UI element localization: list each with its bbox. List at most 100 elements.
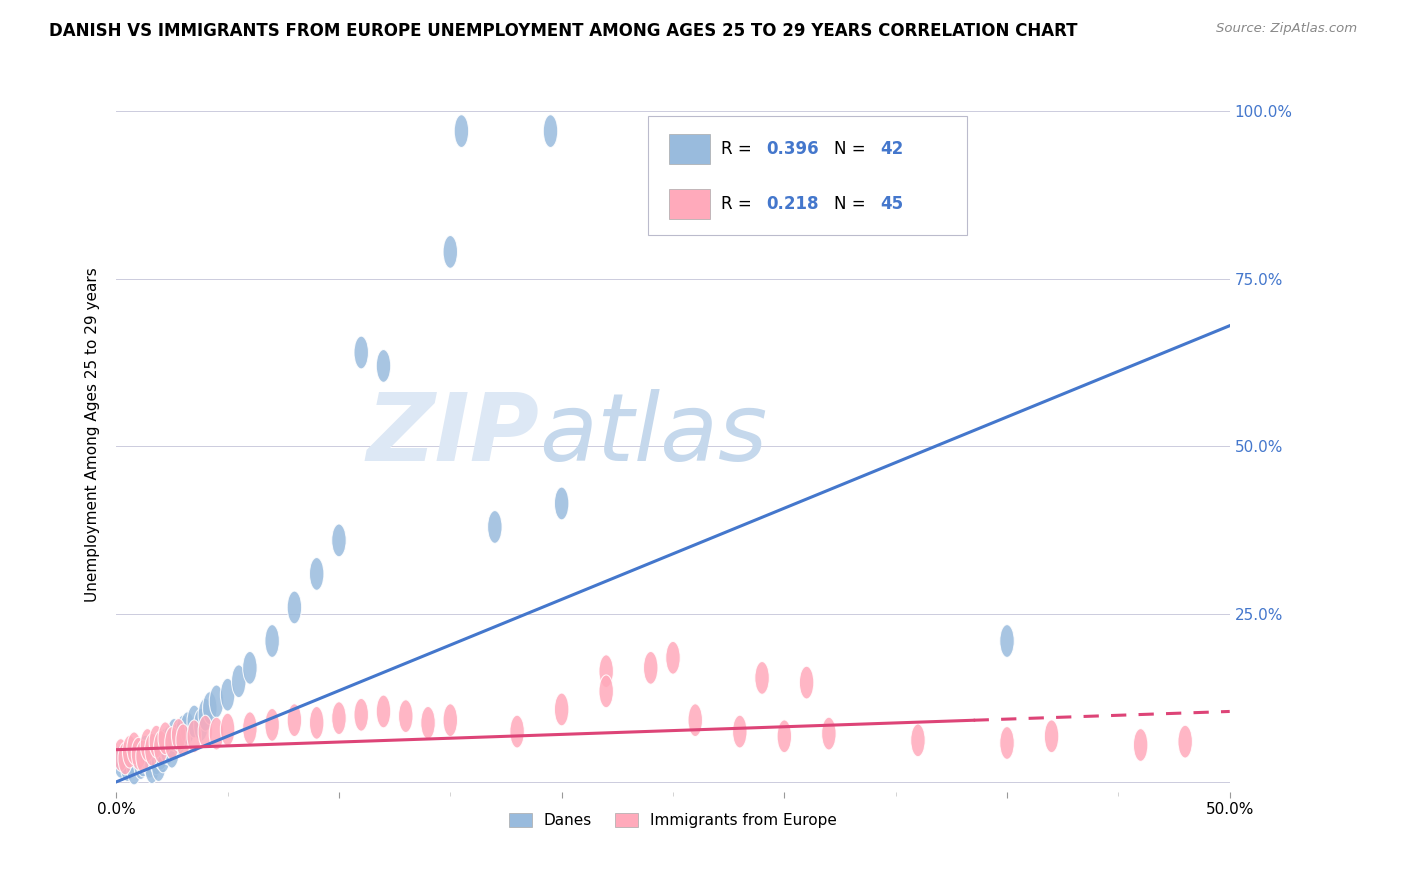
Ellipse shape [145,751,159,783]
Ellipse shape [554,487,569,520]
Text: R =: R = [721,140,758,158]
Ellipse shape [131,738,146,770]
Ellipse shape [488,510,502,543]
Ellipse shape [138,735,152,768]
Ellipse shape [554,693,569,726]
Ellipse shape [156,740,170,772]
Ellipse shape [202,691,217,724]
Ellipse shape [141,740,155,772]
Ellipse shape [146,733,162,766]
Ellipse shape [142,746,157,778]
Ellipse shape [120,748,135,781]
Ellipse shape [114,739,128,772]
Ellipse shape [232,665,246,698]
Ellipse shape [209,717,224,750]
Ellipse shape [221,678,235,711]
Ellipse shape [800,666,814,699]
Ellipse shape [354,698,368,731]
Ellipse shape [1000,624,1014,657]
Ellipse shape [149,742,163,775]
Ellipse shape [198,698,212,731]
Ellipse shape [187,705,201,738]
Text: N =: N = [834,140,870,158]
Ellipse shape [127,752,142,785]
Ellipse shape [510,715,524,748]
Text: N =: N = [834,194,870,213]
Ellipse shape [153,738,169,770]
Ellipse shape [163,725,177,758]
Ellipse shape [153,731,169,764]
Ellipse shape [165,727,179,759]
Ellipse shape [172,719,186,751]
Ellipse shape [354,336,368,369]
Ellipse shape [821,717,837,750]
Ellipse shape [309,558,323,591]
Ellipse shape [443,704,457,737]
Ellipse shape [644,651,658,684]
Ellipse shape [666,641,681,674]
Ellipse shape [1045,720,1059,753]
Ellipse shape [122,735,136,768]
Text: 42: 42 [880,140,904,158]
Ellipse shape [778,720,792,753]
Ellipse shape [187,720,201,753]
Y-axis label: Unemployment Among Ages 25 to 29 years: Unemployment Among Ages 25 to 29 years [86,268,100,602]
Legend: Danes, Immigrants from Europe: Danes, Immigrants from Europe [503,807,844,834]
Ellipse shape [165,735,179,768]
Ellipse shape [309,706,323,739]
Ellipse shape [149,725,163,758]
Ellipse shape [443,235,457,268]
Ellipse shape [377,695,391,728]
Ellipse shape [145,733,159,766]
Ellipse shape [543,115,558,147]
Ellipse shape [398,699,413,732]
Ellipse shape [733,715,747,748]
Ellipse shape [167,719,181,751]
Ellipse shape [176,715,190,748]
Ellipse shape [152,748,166,781]
Ellipse shape [377,350,391,383]
Text: ZIP: ZIP [367,389,540,481]
Ellipse shape [198,715,212,748]
Ellipse shape [131,739,146,772]
Ellipse shape [136,744,150,777]
Ellipse shape [243,712,257,745]
Ellipse shape [420,706,436,739]
Text: Source: ZipAtlas.com: Source: ZipAtlas.com [1216,22,1357,36]
Text: atlas: atlas [540,389,768,480]
Ellipse shape [221,714,235,746]
Ellipse shape [1133,729,1147,762]
Ellipse shape [209,685,224,718]
Ellipse shape [127,732,142,764]
Ellipse shape [332,524,346,557]
Ellipse shape [454,115,468,147]
Text: R =: R = [721,194,758,213]
Ellipse shape [243,651,257,684]
Ellipse shape [176,724,190,756]
Ellipse shape [141,729,155,762]
Ellipse shape [134,747,148,780]
Text: DANISH VS IMMIGRANTS FROM EUROPE UNEMPLOYMENT AMONG AGES 25 TO 29 YEARS CORRELAT: DANISH VS IMMIGRANTS FROM EUROPE UNEMPLO… [49,22,1078,40]
Ellipse shape [180,712,195,745]
Ellipse shape [118,742,132,775]
Ellipse shape [194,708,208,741]
Text: 0.218: 0.218 [766,194,818,213]
Ellipse shape [1000,727,1014,759]
Ellipse shape [1178,725,1192,758]
Ellipse shape [332,702,346,734]
Ellipse shape [287,591,302,624]
Ellipse shape [688,704,703,737]
Ellipse shape [157,729,173,762]
Ellipse shape [114,746,128,778]
Ellipse shape [911,724,925,756]
Ellipse shape [287,704,302,737]
Ellipse shape [599,655,613,688]
Ellipse shape [755,662,769,694]
Ellipse shape [264,708,280,741]
Ellipse shape [136,740,150,772]
Ellipse shape [160,732,174,764]
Text: 0.396: 0.396 [766,140,818,158]
Text: 45: 45 [880,194,903,213]
Ellipse shape [172,722,186,755]
Ellipse shape [125,742,139,775]
